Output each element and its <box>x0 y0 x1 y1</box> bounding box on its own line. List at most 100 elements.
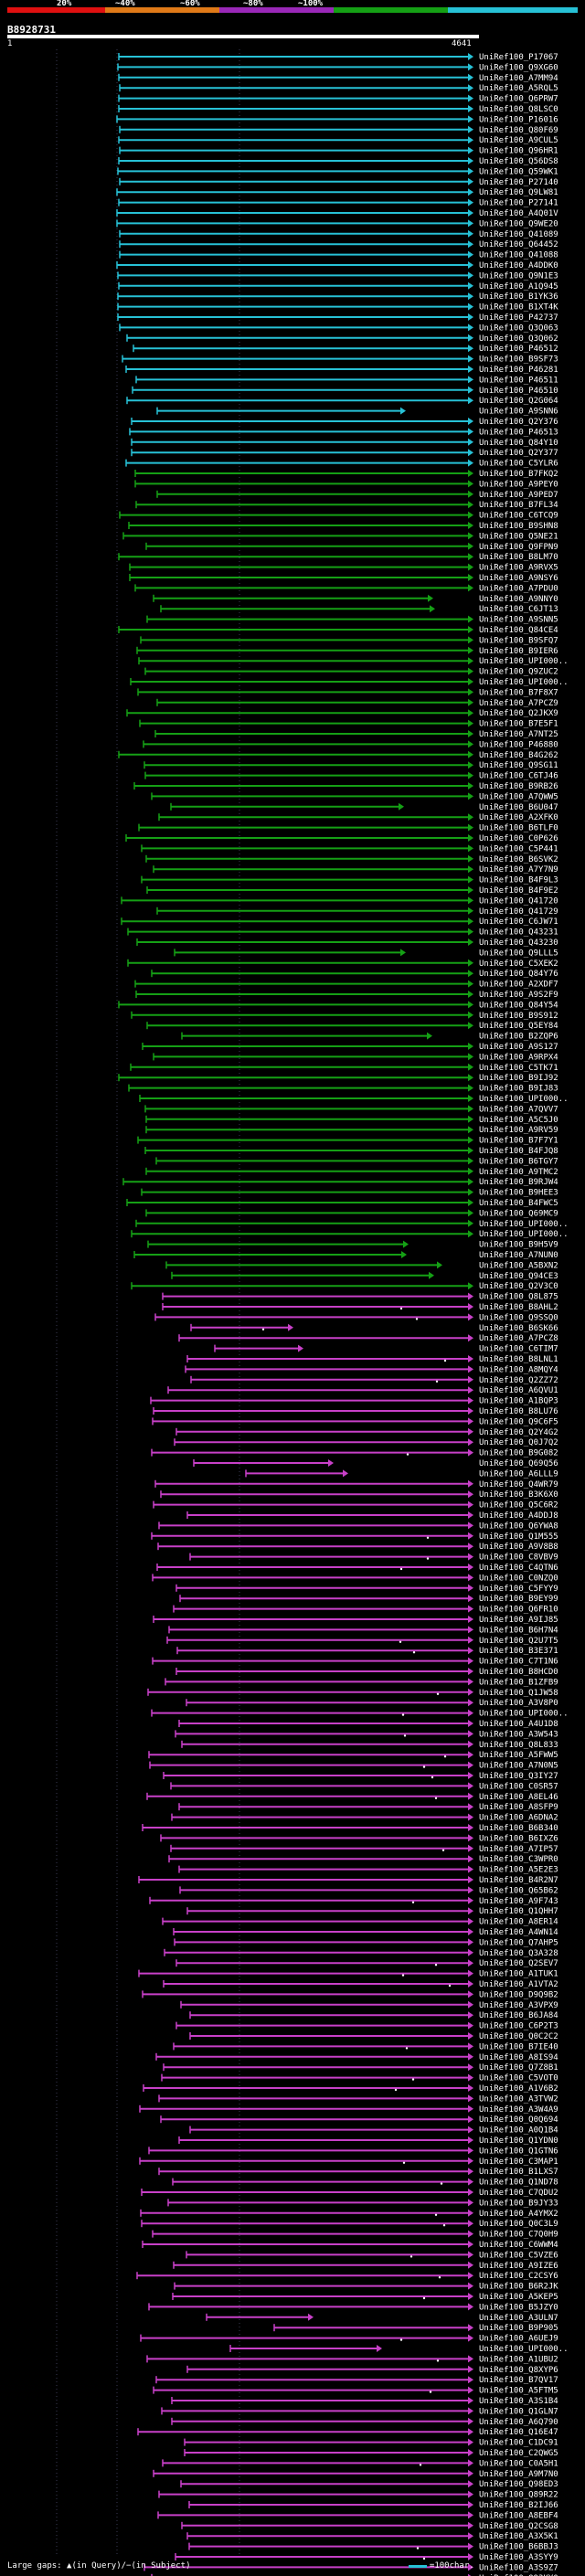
hit-label: UniRef100_B4FWC5 <box>479 1199 558 1208</box>
hit-label: UniRef100_Q9ZUC2 <box>479 668 558 677</box>
hit-end-arrow <box>468 115 473 123</box>
hit-end-arrow <box>468 2094 473 2103</box>
hit-end-arrow <box>468 2063 473 2072</box>
hit-end-arrow <box>468 355 473 363</box>
hit-end-arrow <box>468 1574 473 1582</box>
hit-label: UniRef100_Q7Z8B1 <box>479 2063 558 2072</box>
hit-label: UniRef100_A5RQL5 <box>479 84 558 93</box>
hit-end-arrow <box>468 698 473 706</box>
hit-label: UniRef100_Q5C6R2 <box>479 1501 558 1511</box>
hit-end-arrow <box>429 1271 434 1279</box>
hit-label: UniRef100_B9SF73 <box>479 355 558 365</box>
hit-end-arrow <box>468 740 473 748</box>
hit-label: UniRef100_P46512 <box>479 345 558 354</box>
hit-end-arrow <box>468 1188 473 1196</box>
hit-end-arrow <box>468 574 473 581</box>
hit-end-arrow <box>468 2147 473 2155</box>
hit-end-arrow <box>468 2021 473 2030</box>
hit-end-arrow <box>468 2272 473 2280</box>
identity-color-segment <box>334 7 448 13</box>
hit-end-arrow <box>468 688 473 696</box>
scale-swatch <box>408 2564 427 2568</box>
hit-end-arrow <box>468 1479 473 1488</box>
hit-label: UniRef100_A9S2F9 <box>479 991 558 1000</box>
hit-end-arrow <box>468 730 473 737</box>
hit-end-arrow <box>468 146 473 154</box>
hit-label: UniRef100_C5P441 <box>479 844 558 853</box>
hit-end-arrow <box>468 928 473 936</box>
hit-end-arrow <box>468 1303 473 1310</box>
gap-marker <box>399 1640 402 1644</box>
hit-label: UniRef100_Q1QHH7 <box>479 1907 558 1916</box>
hit-label: UniRef100_A7NUN0 <box>479 1251 558 1260</box>
hit-end-arrow <box>468 2397 473 2404</box>
hit-end-arrow <box>468 1074 473 1082</box>
hit-end-arrow <box>468 292 473 301</box>
hit-label: UniRef100_A7Y7N9 <box>479 865 558 875</box>
hit-label: UniRef100_C0SR57 <box>479 1782 558 1791</box>
hit-end-arrow <box>468 1386 473 1394</box>
hit-label: UniRef100_Q2G064 <box>479 397 558 406</box>
gap-marker <box>443 1755 447 1758</box>
hit-label: UniRef100_Q5NE21 <box>479 532 558 541</box>
hit-label: UniRef100_UPI000.. <box>479 657 569 666</box>
hit-label: UniRef100_Q41729 <box>479 907 558 917</box>
hit-end-arrow <box>468 2553 473 2560</box>
hit-label: UniRef100_C6TIM7 <box>479 1345 558 1354</box>
hit-end-arrow <box>468 2303 473 2311</box>
hit-label: UniRef100_P46510 <box>479 387 558 396</box>
gap-marker <box>448 1984 452 1988</box>
hit-label: UniRef100_Q84Y76 <box>479 970 558 979</box>
hit-label: UniRef100_B1LXS7 <box>479 2168 558 2177</box>
hit-label: UniRef100_Q6FR10 <box>479 1606 558 1615</box>
hit-label: UniRef100_Q3Q062 <box>479 334 558 344</box>
hit-end-arrow <box>468 1907 473 1915</box>
hit-end-arrow <box>468 105 473 112</box>
hit-end-arrow <box>468 1001 473 1009</box>
hit-label: UniRef100_P27141 <box>479 199 558 208</box>
hit-label: UniRef100_C6WWM4 <box>479 2241 558 2250</box>
hit-label: UniRef100_A3S9Z7 <box>479 2563 558 2572</box>
hit-label: UniRef100_B1ZFB9 <box>479 1678 558 1687</box>
hit-end-arrow <box>468 1126 473 1134</box>
hit-end-arrow <box>468 1564 473 1571</box>
hit-label: UniRef100_A9S127 <box>479 1043 558 1052</box>
hit-end-arrow <box>468 1699 473 1707</box>
hit-label: UniRef100_Q2Y376 <box>479 418 558 427</box>
hit-label: UniRef100_Q8XYP6 <box>479 2366 558 2375</box>
hit-end-arrow <box>468 865 473 874</box>
identity-color-segment <box>448 7 578 13</box>
hit-end-arrow <box>468 229 473 238</box>
hit-label: UniRef100_Q3A328 <box>479 1949 558 1958</box>
hit-label: UniRef100_A8EBF4 <box>479 2511 558 2520</box>
hit-label: UniRef100_B6R2JK <box>479 2283 558 2292</box>
hit-label: UniRef100_B6IXZ6 <box>479 1834 558 1843</box>
hit-label: UniRef100_A8IS94 <box>479 2053 558 2062</box>
hit-label: UniRef100_Q9LLL5 <box>479 949 558 958</box>
identity-color-legend: 20% ~40% ~60% ~80% ~100% <box>0 0 585 13</box>
hit-end-arrow <box>468 667 473 675</box>
hit-label: UniRef100_B9HEE3 <box>479 1189 558 1198</box>
hit-end-arrow <box>468 177 473 186</box>
hit-end-arrow <box>468 896 473 905</box>
hit-end-arrow <box>468 678 473 685</box>
hit-label: UniRef100_P46880 <box>479 740 558 749</box>
hit-label: UniRef100_A7QVV7 <box>479 1105 558 1114</box>
hit-end-arrow <box>468 1427 473 1436</box>
hit-end-arrow <box>468 615 473 623</box>
hit-end-arrow <box>468 1230 473 1238</box>
hit-label: UniRef100_C5TK71 <box>479 1064 558 1073</box>
hit-end-arrow <box>468 2449 473 2456</box>
hit-end-arrow <box>468 1928 473 1935</box>
hit-label: UniRef100_B7QV17 <box>479 2376 558 2385</box>
hit-label: UniRef100_A8EL46 <box>479 1793 558 1802</box>
identity-color-bar <box>7 7 578 13</box>
hit-end-arrow <box>468 2365 473 2373</box>
hit-label: UniRef100_Q6PRW7 <box>479 95 558 104</box>
hit-end-arrow <box>468 2073 473 2082</box>
hit-end-arrow <box>468 2376 473 2384</box>
hit-end-arrow <box>468 1396 473 1405</box>
hit-label: UniRef100_Q8LSC0 <box>479 105 558 114</box>
gap-marker <box>405 2047 409 2050</box>
hit-label: UniRef100_A4YMX2 <box>479 2210 558 2219</box>
